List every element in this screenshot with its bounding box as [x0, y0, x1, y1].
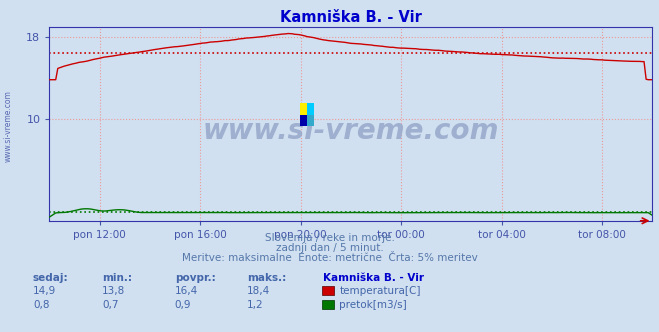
Text: Meritve: maksimalne  Enote: metrične  Črta: 5% meritev: Meritve: maksimalne Enote: metrične Črta… [182, 253, 477, 263]
Text: min.:: min.: [102, 273, 132, 283]
Text: 18,4: 18,4 [247, 286, 270, 296]
Text: Slovenija / reke in morje.: Slovenija / reke in morje. [264, 233, 395, 243]
Text: 1,2: 1,2 [247, 300, 264, 310]
Text: www.si-vreme.com: www.si-vreme.com [203, 118, 499, 145]
Text: 14,9: 14,9 [33, 286, 56, 296]
Text: www.si-vreme.com: www.si-vreme.com [4, 90, 13, 162]
Text: 0,7: 0,7 [102, 300, 119, 310]
Text: 13,8: 13,8 [102, 286, 125, 296]
Text: temperatura[C]: temperatura[C] [339, 286, 421, 296]
Title: Kamniška B. - Vir: Kamniška B. - Vir [280, 10, 422, 25]
Text: 0,9: 0,9 [175, 300, 191, 310]
Text: 0,8: 0,8 [33, 300, 49, 310]
Text: maks.:: maks.: [247, 273, 287, 283]
Text: povpr.:: povpr.: [175, 273, 215, 283]
Text: sedaj:: sedaj: [33, 273, 69, 283]
Text: Kamniška B. - Vir: Kamniška B. - Vir [323, 273, 424, 283]
Text: 16,4: 16,4 [175, 286, 198, 296]
Text: pretok[m3/s]: pretok[m3/s] [339, 300, 407, 310]
Text: zadnji dan / 5 minut.: zadnji dan / 5 minut. [275, 243, 384, 253]
